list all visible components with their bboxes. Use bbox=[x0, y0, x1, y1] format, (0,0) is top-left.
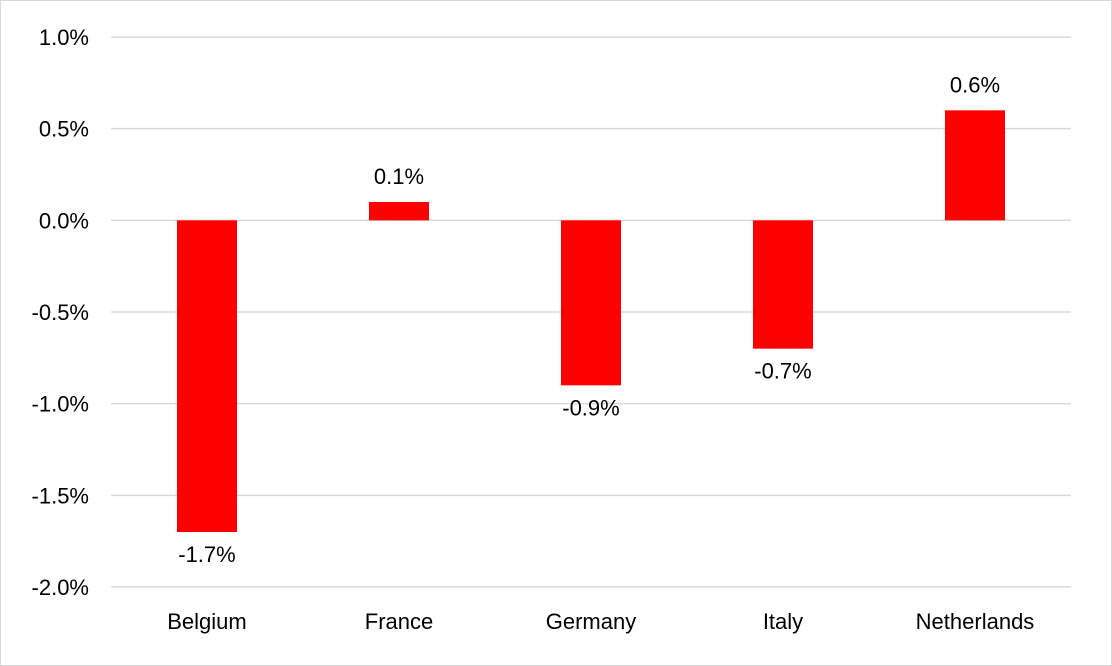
data-labels: -1.7% 0.1% -0.9% -0.7% 0.6% bbox=[178, 72, 1000, 567]
bar-netherlands bbox=[945, 110, 1005, 221]
y-tick-label: 0.0% bbox=[39, 208, 89, 233]
x-category-label: Italy bbox=[763, 609, 803, 634]
bar-france bbox=[369, 202, 429, 221]
data-label: -1.7% bbox=[178, 542, 235, 567]
bar-belgium bbox=[177, 220, 237, 533]
y-tick-label: -1.5% bbox=[32, 483, 89, 508]
y-axis-tick-labels: 1.0% 0.5% 0.0% -0.5% -1.0% -1.5% -2.0% bbox=[32, 25, 89, 600]
bar-italy bbox=[753, 220, 813, 349]
x-category-label: Belgium bbox=[167, 609, 246, 634]
y-tick-label: -1.0% bbox=[32, 392, 89, 417]
y-tick-label: 0.5% bbox=[39, 117, 89, 142]
data-label: -0.9% bbox=[562, 395, 619, 420]
x-category-label: France bbox=[365, 609, 433, 634]
bar-germany bbox=[561, 220, 621, 386]
x-axis-category-labels: Belgium France Germany Italy Netherlands bbox=[167, 609, 1034, 634]
bars bbox=[177, 110, 1005, 533]
x-category-label: Netherlands bbox=[916, 609, 1035, 634]
data-label: -0.7% bbox=[754, 359, 811, 384]
data-label: 0.1% bbox=[374, 164, 424, 189]
x-category-label: Germany bbox=[546, 609, 636, 634]
y-tick-label: -0.5% bbox=[32, 300, 89, 325]
y-tick-label: -2.0% bbox=[32, 575, 89, 600]
data-label: 0.6% bbox=[950, 72, 1000, 97]
y-tick-label: 1.0% bbox=[39, 25, 89, 50]
